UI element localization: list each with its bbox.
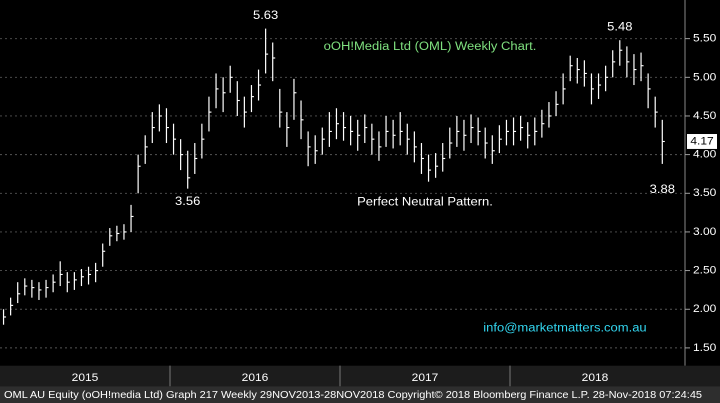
y-tick-label: 3.00 (693, 225, 716, 238)
y-tick-label: 2.50 (693, 264, 716, 277)
y-tick-label: 5.50 (693, 32, 716, 45)
source-text: info@marketmatters.com.au (483, 321, 646, 335)
y-tick-label: 5.00 (693, 71, 716, 84)
last-price-label: 4.17 (690, 135, 713, 148)
price-label: 3.88 (650, 183, 675, 197)
footer-text: OML AU Equity (oOH!media Ltd) Graph 217 … (4, 390, 702, 402)
price-label: 3.56 (175, 194, 200, 208)
y-tick-label: 3.50 (693, 187, 716, 200)
footer-band (0, 386, 720, 403)
chart-title: oOH!Media Ltd (OML) Weekly Chart. (324, 39, 537, 53)
x-tick-label: 2018 (582, 371, 609, 384)
price-label: 5.63 (253, 8, 278, 22)
x-axis-band (0, 365, 720, 387)
x-tick-label: 2016 (242, 371, 269, 384)
last-price-box (687, 134, 717, 149)
y-tick-label: 2.00 (693, 303, 716, 316)
y-tick-label: 1.50 (693, 341, 716, 354)
x-tick-label: 2015 (72, 371, 99, 384)
y-tick-label: 4.00 (693, 148, 716, 161)
y-tick-label: 4.50 (693, 109, 716, 122)
price-label: 5.48 (607, 20, 632, 34)
x-tick-label: 2017 (412, 371, 439, 384)
annotation: Perfect Neutral Pattern. (357, 195, 493, 209)
